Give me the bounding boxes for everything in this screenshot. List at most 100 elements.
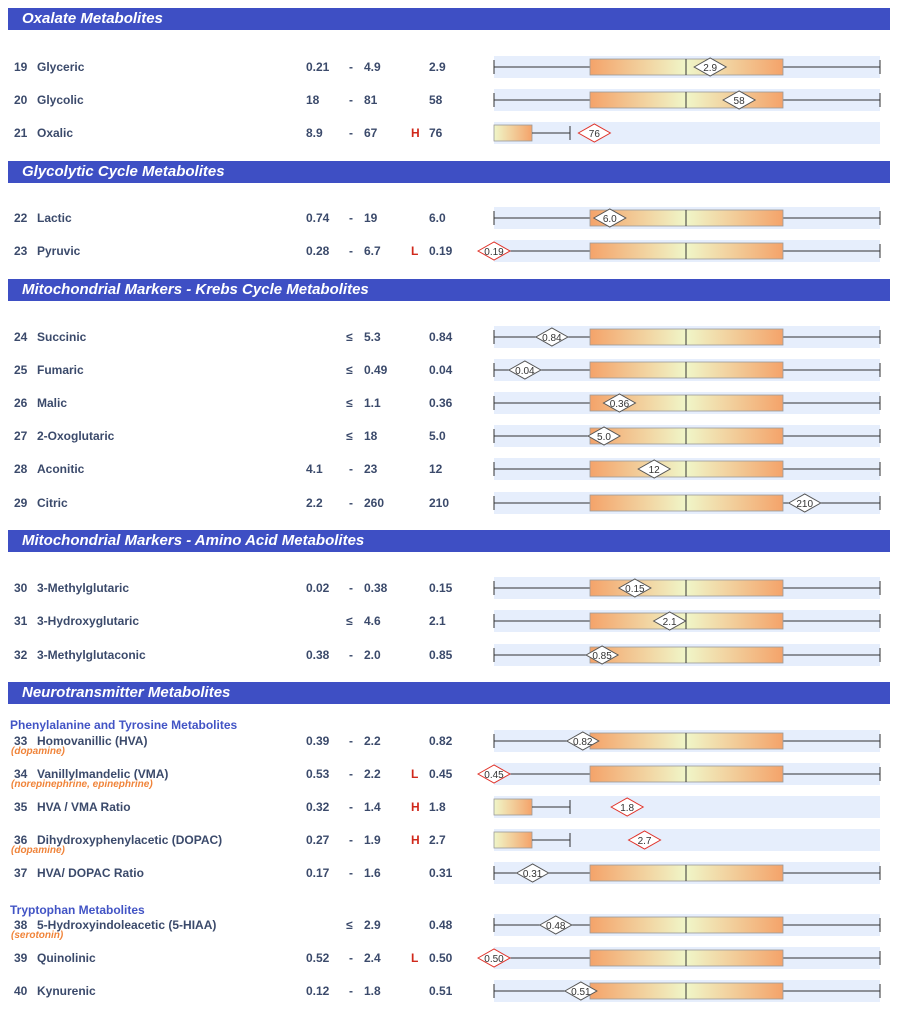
box-upper <box>685 916 784 934</box>
range-separator: - <box>349 866 353 880</box>
box-lower <box>589 58 687 76</box>
range-high: 0.38 <box>364 581 388 595</box>
box-plot: 2.9 <box>493 56 881 78</box>
range-low: 8.9 <box>306 126 323 140</box>
result-value: 0.31 <box>429 866 453 880</box>
result-marker-label: 0.51 <box>571 987 591 998</box>
range-separator: ≤ <box>346 429 353 443</box>
range-low: 0.39 <box>306 734 330 748</box>
box-lower <box>589 916 687 934</box>
box-upper <box>685 765 784 783</box>
row-number: 29 <box>14 496 28 510</box>
box-plot: 58 <box>493 89 881 111</box>
range-high: 1.1 <box>364 396 381 410</box>
result-value: 1.8 <box>429 800 446 814</box>
row-number: 37 <box>14 866 28 880</box>
analyte-name: HVA / VMA Ratio <box>37 800 131 814</box>
box-lower <box>589 494 687 512</box>
row-number: 24 <box>14 330 28 344</box>
flag-high: H <box>411 126 420 140</box>
range-low: 4.1 <box>306 462 323 476</box>
range-high: 1.6 <box>364 866 381 880</box>
result-value: 0.85 <box>429 648 453 662</box>
range-high: 81 <box>364 93 378 107</box>
row-number: 34 <box>14 767 28 781</box>
result-marker <box>617 578 652 598</box>
box-range <box>493 831 533 849</box>
result-marker-label: 1.8 <box>620 803 634 814</box>
row-number: 23 <box>14 244 28 258</box>
box-plot: 0.04 <box>493 359 881 381</box>
range-separator: - <box>349 211 353 225</box>
row-number: 35 <box>14 800 28 814</box>
row-number: 32 <box>14 648 28 662</box>
result-marker <box>534 327 569 347</box>
result-marker-label: 5.0 <box>597 432 611 443</box>
result-value: 2.7 <box>429 833 446 847</box>
box-plot: 5.0 <box>493 425 881 447</box>
range-separator: - <box>349 462 353 476</box>
box-upper <box>685 209 784 227</box>
box-plot: 0.51 <box>493 980 881 1002</box>
range-high: 2.2 <box>364 734 381 748</box>
result-marker <box>586 426 622 446</box>
result-value: 6.0 <box>429 211 446 225</box>
range-low: 0.38 <box>306 648 330 662</box>
box-plot: 0.84 <box>493 326 881 348</box>
range-separator: - <box>349 496 353 510</box>
analyte-name: 3-Methylglutaconic <box>37 648 146 662</box>
analyte-name: Glyceric <box>37 60 85 74</box>
range-separator: - <box>349 648 353 662</box>
box-upper <box>685 579 784 597</box>
result-value: 2.1 <box>429 614 446 628</box>
analyte-name: Dihydroxyphenylacetic (DOPAC) <box>37 833 223 847</box>
result-value: 0.19 <box>429 244 453 258</box>
range-separator: - <box>349 800 353 814</box>
box-lower <box>589 732 687 750</box>
result-marker <box>652 611 687 631</box>
result-marker-label: 12 <box>649 465 661 476</box>
analyte-name: 2-Oxoglutaric <box>37 429 115 443</box>
range-low: 0.52 <box>306 951 330 965</box>
range-low: 0.17 <box>306 866 330 880</box>
result-marker <box>577 123 612 143</box>
row-number: 38 <box>14 918 28 932</box>
box-plot: 1.8 <box>493 796 880 818</box>
result-marker <box>476 764 512 784</box>
subgroup-title: Tryptophan Metabolites <box>10 903 145 917</box>
analyte-name: Citric <box>37 496 68 510</box>
box-lower <box>589 765 687 783</box>
row-number: 22 <box>14 211 28 225</box>
result-marker <box>476 948 512 968</box>
result-value: 12 <box>429 462 443 476</box>
result-value: 0.04 <box>429 363 453 377</box>
range-high: 18 <box>364 429 378 443</box>
row-number: 25 <box>14 363 28 377</box>
row-number: 39 <box>14 951 28 965</box>
box-plot: 0.45 <box>476 763 881 785</box>
result-marker-label: 0.31 <box>523 869 543 880</box>
analyte-note: (norepinephrine, epinephrine) <box>11 779 153 790</box>
range-separator: - <box>349 93 353 107</box>
box-lower <box>589 949 687 967</box>
analyte-note: (dopamine) <box>11 746 65 757</box>
range-low: 18 <box>306 93 320 107</box>
box-upper <box>685 864 784 882</box>
result-marker <box>515 863 550 883</box>
row-number: 21 <box>14 126 28 140</box>
result-value: 0.45 <box>429 767 453 781</box>
range-separator: - <box>349 734 353 748</box>
range-low: 0.02 <box>306 581 330 595</box>
analyte-name: Succinic <box>37 330 87 344</box>
analyte-note: (serotonin) <box>11 930 64 941</box>
range-high: 2.0 <box>364 648 381 662</box>
analyte-name: Quinolinic <box>37 951 96 965</box>
result-marker-label: 0.84 <box>542 333 562 344</box>
range-low: 0.74 <box>306 211 330 225</box>
result-marker-label: 0.36 <box>610 399 630 410</box>
result-value: 0.50 <box>429 951 453 965</box>
range-separator: - <box>349 984 353 998</box>
result-value: 0.48 <box>429 918 453 932</box>
flag-high: H <box>411 833 420 847</box>
